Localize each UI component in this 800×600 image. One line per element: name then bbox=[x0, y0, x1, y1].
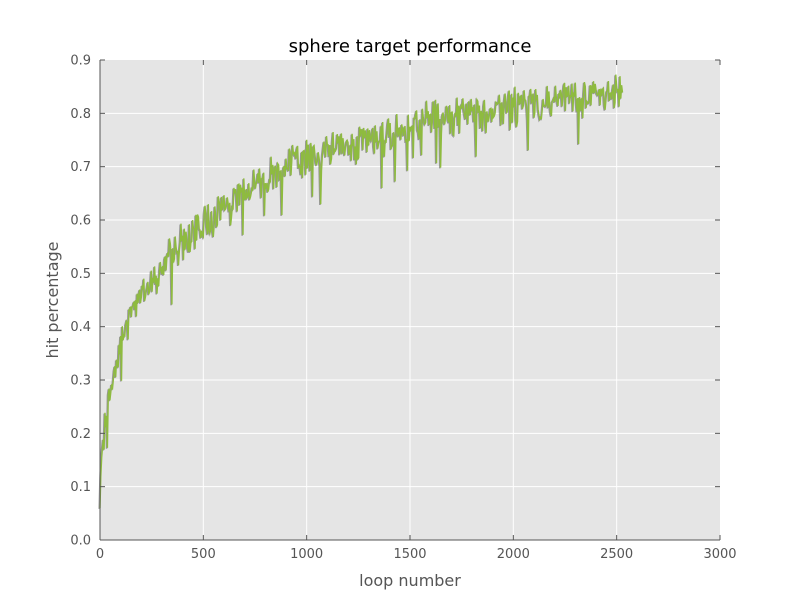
grid-lines bbox=[100, 60, 720, 540]
y-tick-labels: 0.0 0.1 0.2 0.3 0.4 0.5 0.6 0.7 0.8 0.9 bbox=[70, 54, 91, 549]
y-tick-label: 0.5 bbox=[70, 267, 91, 282]
x-tick-label: 0 bbox=[96, 547, 104, 562]
y-tick-label: 0.4 bbox=[70, 320, 91, 335]
x-tick-label: 1500 bbox=[393, 547, 426, 562]
y-tick-label: 0.3 bbox=[70, 374, 91, 389]
y-tick-label: 0.2 bbox=[70, 427, 91, 442]
x-tick-label: 3000 bbox=[703, 547, 736, 562]
y-tick-label: 0.9 bbox=[70, 54, 91, 69]
x-tick-label: 2500 bbox=[600, 547, 633, 562]
y-axis-label: hit percentage bbox=[43, 241, 62, 358]
x-tick-label: 2000 bbox=[497, 547, 530, 562]
y-tick-label: 0.6 bbox=[70, 214, 91, 229]
series-layer bbox=[98, 74, 624, 509]
y-tick-label: 0.0 bbox=[70, 534, 91, 549]
x-tick-label: 500 bbox=[191, 547, 216, 562]
x-tick-labels: 0 500 1000 1500 2000 2500 3000 bbox=[96, 547, 737, 562]
tick-marks bbox=[99, 59, 721, 541]
y-tick-label: 0.1 bbox=[70, 480, 91, 495]
chart-title: sphere target performance bbox=[289, 36, 532, 57]
x-tick-label: 1000 bbox=[290, 547, 323, 562]
series-line bbox=[99, 74, 624, 509]
y-tick-label: 0.8 bbox=[70, 107, 91, 122]
y-tick-label: 0.7 bbox=[70, 160, 91, 175]
x-axis-label: loop number bbox=[359, 571, 461, 590]
